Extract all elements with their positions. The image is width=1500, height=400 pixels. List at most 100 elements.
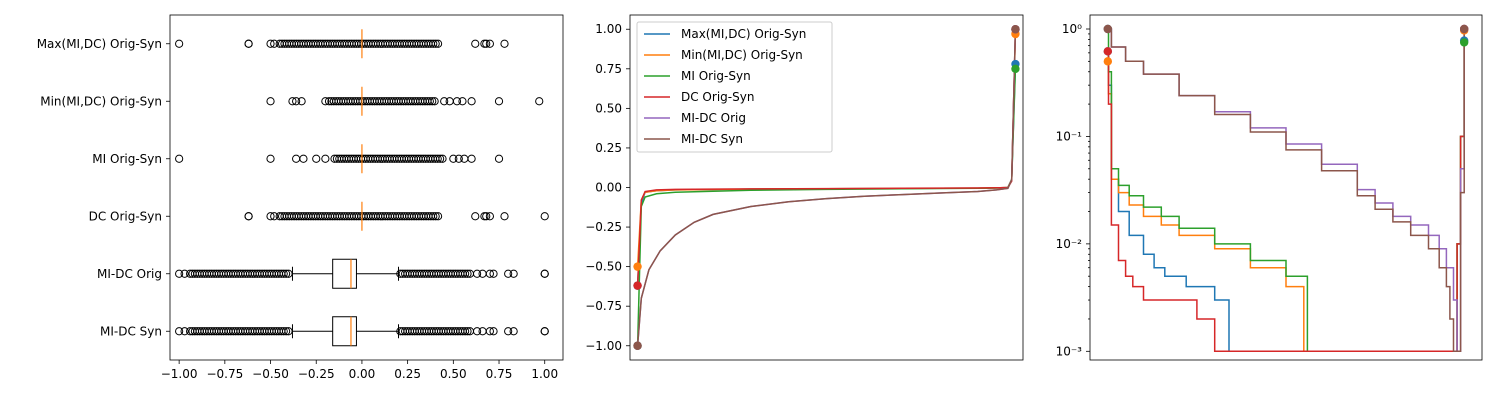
outlier-point (504, 327, 513, 336)
series-end-point (1011, 64, 1020, 74)
outlier-point (279, 269, 288, 278)
outlier-point (266, 154, 275, 163)
category-label: MI Orig-Syn (92, 152, 162, 166)
legend-label: Max(MI,DC) Orig-Syn (681, 27, 806, 41)
outlier-point (463, 269, 472, 278)
series-end-point (633, 341, 642, 350)
axes-frame (629, 14, 1024, 361)
outlier-point (454, 154, 463, 163)
outlier-point (478, 269, 487, 278)
outlier-point (460, 154, 469, 163)
outlier-point (244, 212, 253, 221)
outlier-point (284, 269, 293, 278)
outlier-point (461, 269, 470, 278)
outlier-point (458, 97, 467, 106)
outlier-point (266, 97, 275, 106)
outlier-point (472, 269, 482, 278)
outlier-point (175, 269, 184, 278)
outlier-point (175, 39, 184, 48)
outlier-point (429, 39, 438, 48)
outlier-point (445, 97, 454, 106)
outlier-point (540, 269, 549, 278)
legend-label: Min(MI,DC) Orig-Syn (681, 48, 803, 62)
series-end-point (1459, 24, 1469, 34)
y-tick-label: 10⁻¹ (1056, 129, 1083, 143)
outlier-point (489, 269, 498, 278)
series-line (1107, 28, 1465, 353)
axes-frame (1089, 14, 1483, 361)
y-tick-label: −0.50 (585, 260, 622, 274)
outlier-point (292, 154, 301, 163)
log-scale-line-panel: 10⁻³ 10⁻² 10⁻¹ 10⁰ (1056, 14, 1483, 361)
y-tick-label: 10⁻³ (1056, 344, 1083, 358)
outlier-point (428, 97, 437, 106)
series-end-point (1103, 47, 1113, 56)
category-label: Min(MI,DC) Orig-Syn (40, 94, 162, 108)
y-tick-label: −0.75 (585, 299, 622, 313)
outlier-point (429, 212, 438, 221)
outlier-point (180, 327, 189, 336)
outlier-point (471, 212, 480, 221)
outlier-point (540, 327, 549, 336)
outlier-point (485, 269, 494, 278)
outlier-point (438, 154, 447, 163)
y-tick-label: 0.25 (595, 141, 622, 155)
outlier-point (485, 327, 494, 336)
outlier-point (440, 97, 449, 106)
outlier-point (297, 97, 306, 106)
category-label: DC Orig-Syn (89, 209, 162, 223)
outlier-point (244, 39, 253, 48)
outlier-point (321, 97, 330, 106)
outlier-point (494, 154, 504, 163)
y-tick-label: 10⁰ (1062, 22, 1082, 36)
x-tick-label: −0.25 (298, 367, 335, 381)
series-end-point (1103, 24, 1113, 34)
series-end-point (633, 281, 642, 290)
outlier-point (292, 97, 301, 106)
box (332, 258, 357, 289)
outlier-point (478, 327, 487, 336)
y-tick-label: 1.00 (595, 22, 622, 36)
x-tick-label: 1.00 (531, 367, 558, 381)
outlier-point (425, 97, 434, 106)
series-end-point (1011, 25, 1020, 34)
series-line (1107, 30, 1465, 353)
y-tick-label: 0.00 (595, 181, 622, 195)
boxplot-panel: −1.00 −0.75 −0.50 −0.25 0.00 0.25 0.50 0.75 1.00… (37, 14, 564, 381)
outlier-point (504, 269, 513, 278)
outlier-point (509, 269, 518, 278)
outlier-point (175, 154, 184, 163)
outlier-point (463, 327, 472, 336)
legend-label: MI-DC Syn (681, 132, 743, 146)
outlier-point (175, 327, 184, 336)
outlier-point (433, 212, 443, 221)
y-tick-label: 10⁻² (1056, 237, 1083, 251)
series-end-point (1103, 57, 1113, 66)
series-line (1107, 28, 1465, 353)
outlier-point (433, 39, 443, 48)
x-tick-label: −1.00 (161, 367, 198, 381)
series-end-point (1459, 38, 1469, 47)
outlier-point (284, 327, 293, 336)
legend-box (636, 21, 833, 153)
outlier-point (482, 39, 491, 48)
outlier-point (485, 212, 494, 221)
outlier-point (433, 154, 442, 163)
outlier-point (500, 212, 509, 221)
y-tick-label: 0.75 (595, 62, 622, 76)
outlier-point (266, 212, 275, 221)
outlier-point (489, 327, 498, 336)
outlier-point (472, 327, 482, 336)
y-tick-label: −0.25 (585, 220, 622, 234)
outlier-point (288, 97, 297, 106)
category-label: MI-DC Syn (100, 324, 162, 338)
outlier-point (471, 39, 480, 48)
x-tick-label: 0.50 (440, 367, 467, 381)
outlier-point (509, 327, 518, 336)
series-end-point (633, 262, 642, 271)
outlier-point (270, 212, 279, 221)
outlier-point (430, 97, 439, 106)
outlier-point (180, 269, 189, 278)
outlier-point (312, 154, 321, 163)
y-tick-label: −1.00 (585, 339, 622, 353)
